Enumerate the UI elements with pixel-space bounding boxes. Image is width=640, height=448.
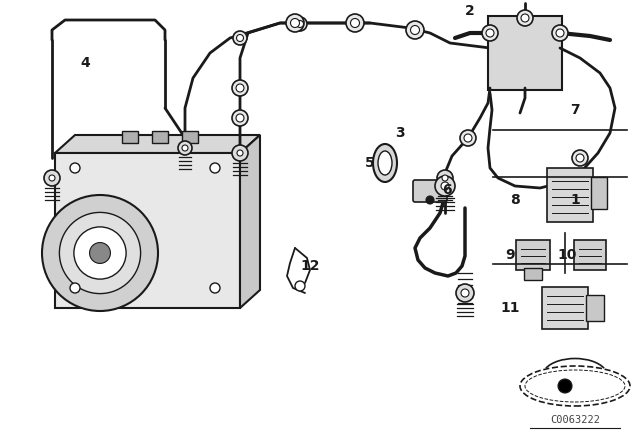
Text: C0063222: C0063222 — [550, 415, 600, 425]
Circle shape — [435, 176, 455, 196]
Polygon shape — [55, 135, 260, 153]
Circle shape — [232, 145, 248, 161]
Circle shape — [236, 114, 244, 122]
Text: 2: 2 — [465, 4, 475, 18]
Text: 5: 5 — [365, 156, 375, 170]
Text: 9: 9 — [505, 248, 515, 262]
Circle shape — [486, 29, 494, 37]
Circle shape — [296, 21, 303, 27]
Circle shape — [70, 283, 80, 293]
Circle shape — [461, 289, 469, 297]
Circle shape — [286, 14, 304, 32]
Polygon shape — [55, 153, 240, 308]
Circle shape — [232, 110, 248, 126]
FancyBboxPatch shape — [516, 240, 550, 270]
Circle shape — [410, 26, 419, 34]
Circle shape — [576, 154, 584, 162]
Circle shape — [210, 163, 220, 173]
Circle shape — [233, 31, 247, 45]
Circle shape — [556, 29, 564, 37]
Circle shape — [482, 25, 498, 41]
Circle shape — [351, 18, 360, 27]
Text: 3: 3 — [395, 126, 405, 140]
FancyBboxPatch shape — [524, 268, 542, 280]
Circle shape — [210, 283, 220, 293]
Circle shape — [74, 227, 126, 279]
Bar — [122, 131, 138, 143]
Circle shape — [70, 163, 80, 173]
Bar — [182, 131, 198, 143]
Text: 4: 4 — [80, 56, 90, 70]
Circle shape — [441, 182, 449, 190]
FancyBboxPatch shape — [591, 177, 607, 209]
Text: 7: 7 — [570, 103, 580, 117]
FancyBboxPatch shape — [547, 168, 593, 222]
Circle shape — [236, 84, 244, 92]
FancyBboxPatch shape — [586, 295, 604, 321]
Circle shape — [460, 130, 476, 146]
Circle shape — [232, 80, 248, 96]
Circle shape — [426, 196, 434, 204]
FancyBboxPatch shape — [488, 16, 562, 90]
Circle shape — [178, 141, 192, 155]
Circle shape — [517, 10, 533, 26]
Circle shape — [346, 14, 364, 32]
Circle shape — [572, 150, 588, 166]
Circle shape — [293, 17, 307, 31]
Circle shape — [42, 195, 158, 311]
Circle shape — [406, 21, 424, 39]
Circle shape — [552, 25, 568, 41]
Circle shape — [521, 14, 529, 22]
Ellipse shape — [378, 151, 392, 175]
Circle shape — [44, 170, 60, 186]
Circle shape — [237, 150, 243, 156]
Ellipse shape — [520, 366, 630, 406]
Circle shape — [182, 145, 188, 151]
Bar — [152, 131, 168, 143]
Circle shape — [237, 34, 243, 42]
Circle shape — [558, 379, 572, 393]
Circle shape — [60, 212, 141, 293]
FancyBboxPatch shape — [413, 180, 447, 202]
Text: 6: 6 — [442, 183, 452, 197]
Circle shape — [437, 170, 453, 186]
Text: 8: 8 — [510, 193, 520, 207]
Circle shape — [295, 281, 305, 291]
Text: 12: 12 — [300, 259, 320, 273]
Circle shape — [456, 284, 474, 302]
Circle shape — [291, 18, 300, 27]
Ellipse shape — [373, 144, 397, 182]
FancyBboxPatch shape — [574, 240, 606, 270]
Circle shape — [442, 175, 448, 181]
Circle shape — [49, 175, 55, 181]
Text: 10: 10 — [557, 248, 577, 262]
Text: 1: 1 — [570, 193, 580, 207]
Circle shape — [464, 134, 472, 142]
Polygon shape — [240, 135, 260, 308]
FancyBboxPatch shape — [542, 287, 588, 329]
Circle shape — [90, 242, 111, 263]
Text: 11: 11 — [500, 301, 520, 315]
